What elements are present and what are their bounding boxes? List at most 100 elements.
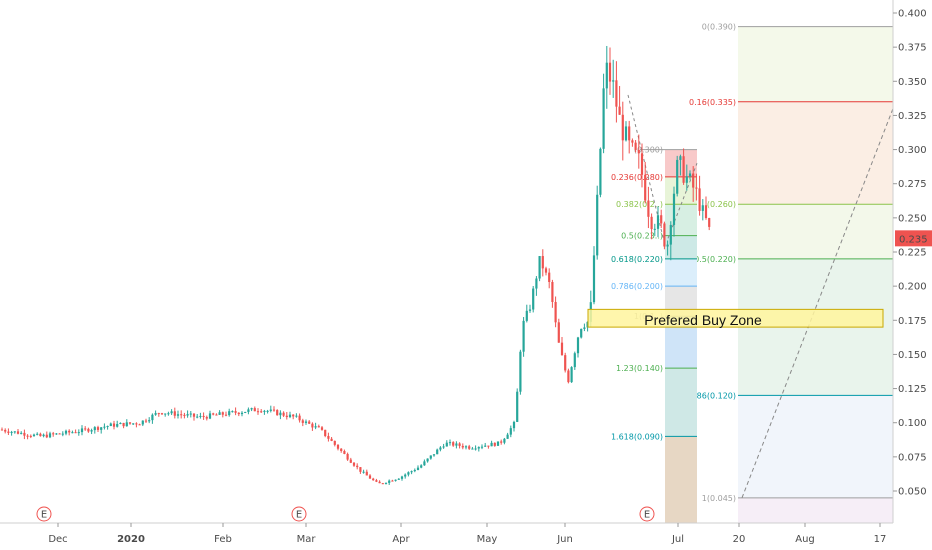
candle-body [224,414,228,416]
fib-left-level-label: 0.786(0.200) [611,282,663,291]
candle-body [618,106,621,115]
candle-body [388,480,391,483]
candle-body [701,205,704,211]
candle-body [704,205,708,219]
candle-body [685,176,688,183]
candle-body [276,410,279,416]
candle-body [311,423,314,428]
x-tick-label: Jul [671,534,684,545]
candle-body [487,445,490,447]
y-tick-label: 0.275 [898,179,927,190]
candle-body [570,367,573,383]
candle-body [384,482,388,484]
candle-body [429,455,432,459]
x-tick-label: Apr [392,534,410,545]
candle-body [628,126,631,141]
x-tick-label: Feb [214,534,232,545]
candle-body [167,413,170,415]
candle-body [564,355,567,371]
candle-body [381,483,384,485]
candle-body [692,173,695,188]
buy-zone-rect [587,308,884,328]
candle-body [612,80,615,82]
fib-right-level-label: 0.16(0.335) [689,98,736,107]
candle-body [608,62,612,82]
buy-zone-label: Prefered Buy Zone [644,312,762,328]
fib-right-band [738,101,893,205]
y-tick-label: 0.225 [898,248,927,259]
y-tick-label: 0.150 [898,350,927,361]
y-tick-label: 0.050 [898,487,927,498]
candle-body [554,301,557,323]
candle-body [394,479,397,481]
candle-body [506,434,509,439]
x-tick-label: Jun [556,534,573,545]
candle-body [544,268,548,273]
fib-left-band [665,176,697,205]
candle-body [327,435,330,439]
candle-body [512,421,516,429]
candle-body [468,446,471,449]
y-tick-label: 0.200 [898,282,927,293]
earnings-marker-label: E [296,510,302,521]
candle-body [676,159,679,194]
candle-body [439,447,442,450]
candle-body [356,465,359,468]
candle-body [455,443,458,446]
candle-body [141,420,144,425]
candle-body [580,328,583,338]
candle-body [500,441,503,443]
candle-body [368,475,372,479]
candle-body [452,442,455,446]
candle-body [477,447,480,449]
fib-left-band [665,436,697,523]
candle-body [20,432,23,434]
candle-body [695,187,698,189]
fib-left-level-label: 0.236(0.280) [611,173,663,182]
candle-body [663,223,666,247]
candle-body [413,470,416,472]
candle-body [528,309,532,311]
candle-body [253,408,256,412]
candle-body [397,478,400,480]
candle-body [669,224,672,245]
candle-body [621,114,624,141]
candle-body [183,414,186,416]
candle-body [592,255,596,303]
y-tick-label: 0.300 [898,145,927,156]
fib-left-level-label: 0.618(0.220) [611,255,663,264]
candle-body [698,188,701,211]
candle-body [164,413,167,415]
candle-body [4,429,7,432]
candle-body [96,427,100,430]
candle-body [199,415,202,417]
candle-body [260,411,263,413]
fib-right-level-label: 0.786(0.120) [684,391,736,400]
y-tick-label: 0.325 [898,111,927,122]
candle-body [672,193,676,225]
candle-body [215,414,218,416]
candle-body [304,421,308,423]
candle-body [458,443,461,446]
fib-left-level-label: 0.5(0.23..) [621,232,663,241]
candle-body [55,433,58,435]
candle-body [170,411,173,414]
candle-body [58,433,61,435]
candle-body [602,88,605,149]
candle-body [416,467,420,471]
candle-body [103,426,106,428]
candle-body [650,216,653,230]
candle-body [68,430,71,433]
earnings-marker-label: E [644,510,650,521]
candle-body [426,458,429,462]
candle-body [52,433,55,435]
candle-body [532,288,535,310]
candle-body [519,351,522,392]
candle-body [615,80,618,107]
candle-body [320,427,324,430]
candle-body [432,454,436,456]
candle-body [522,320,525,352]
candle-body [471,448,474,450]
candle-body [71,432,74,434]
